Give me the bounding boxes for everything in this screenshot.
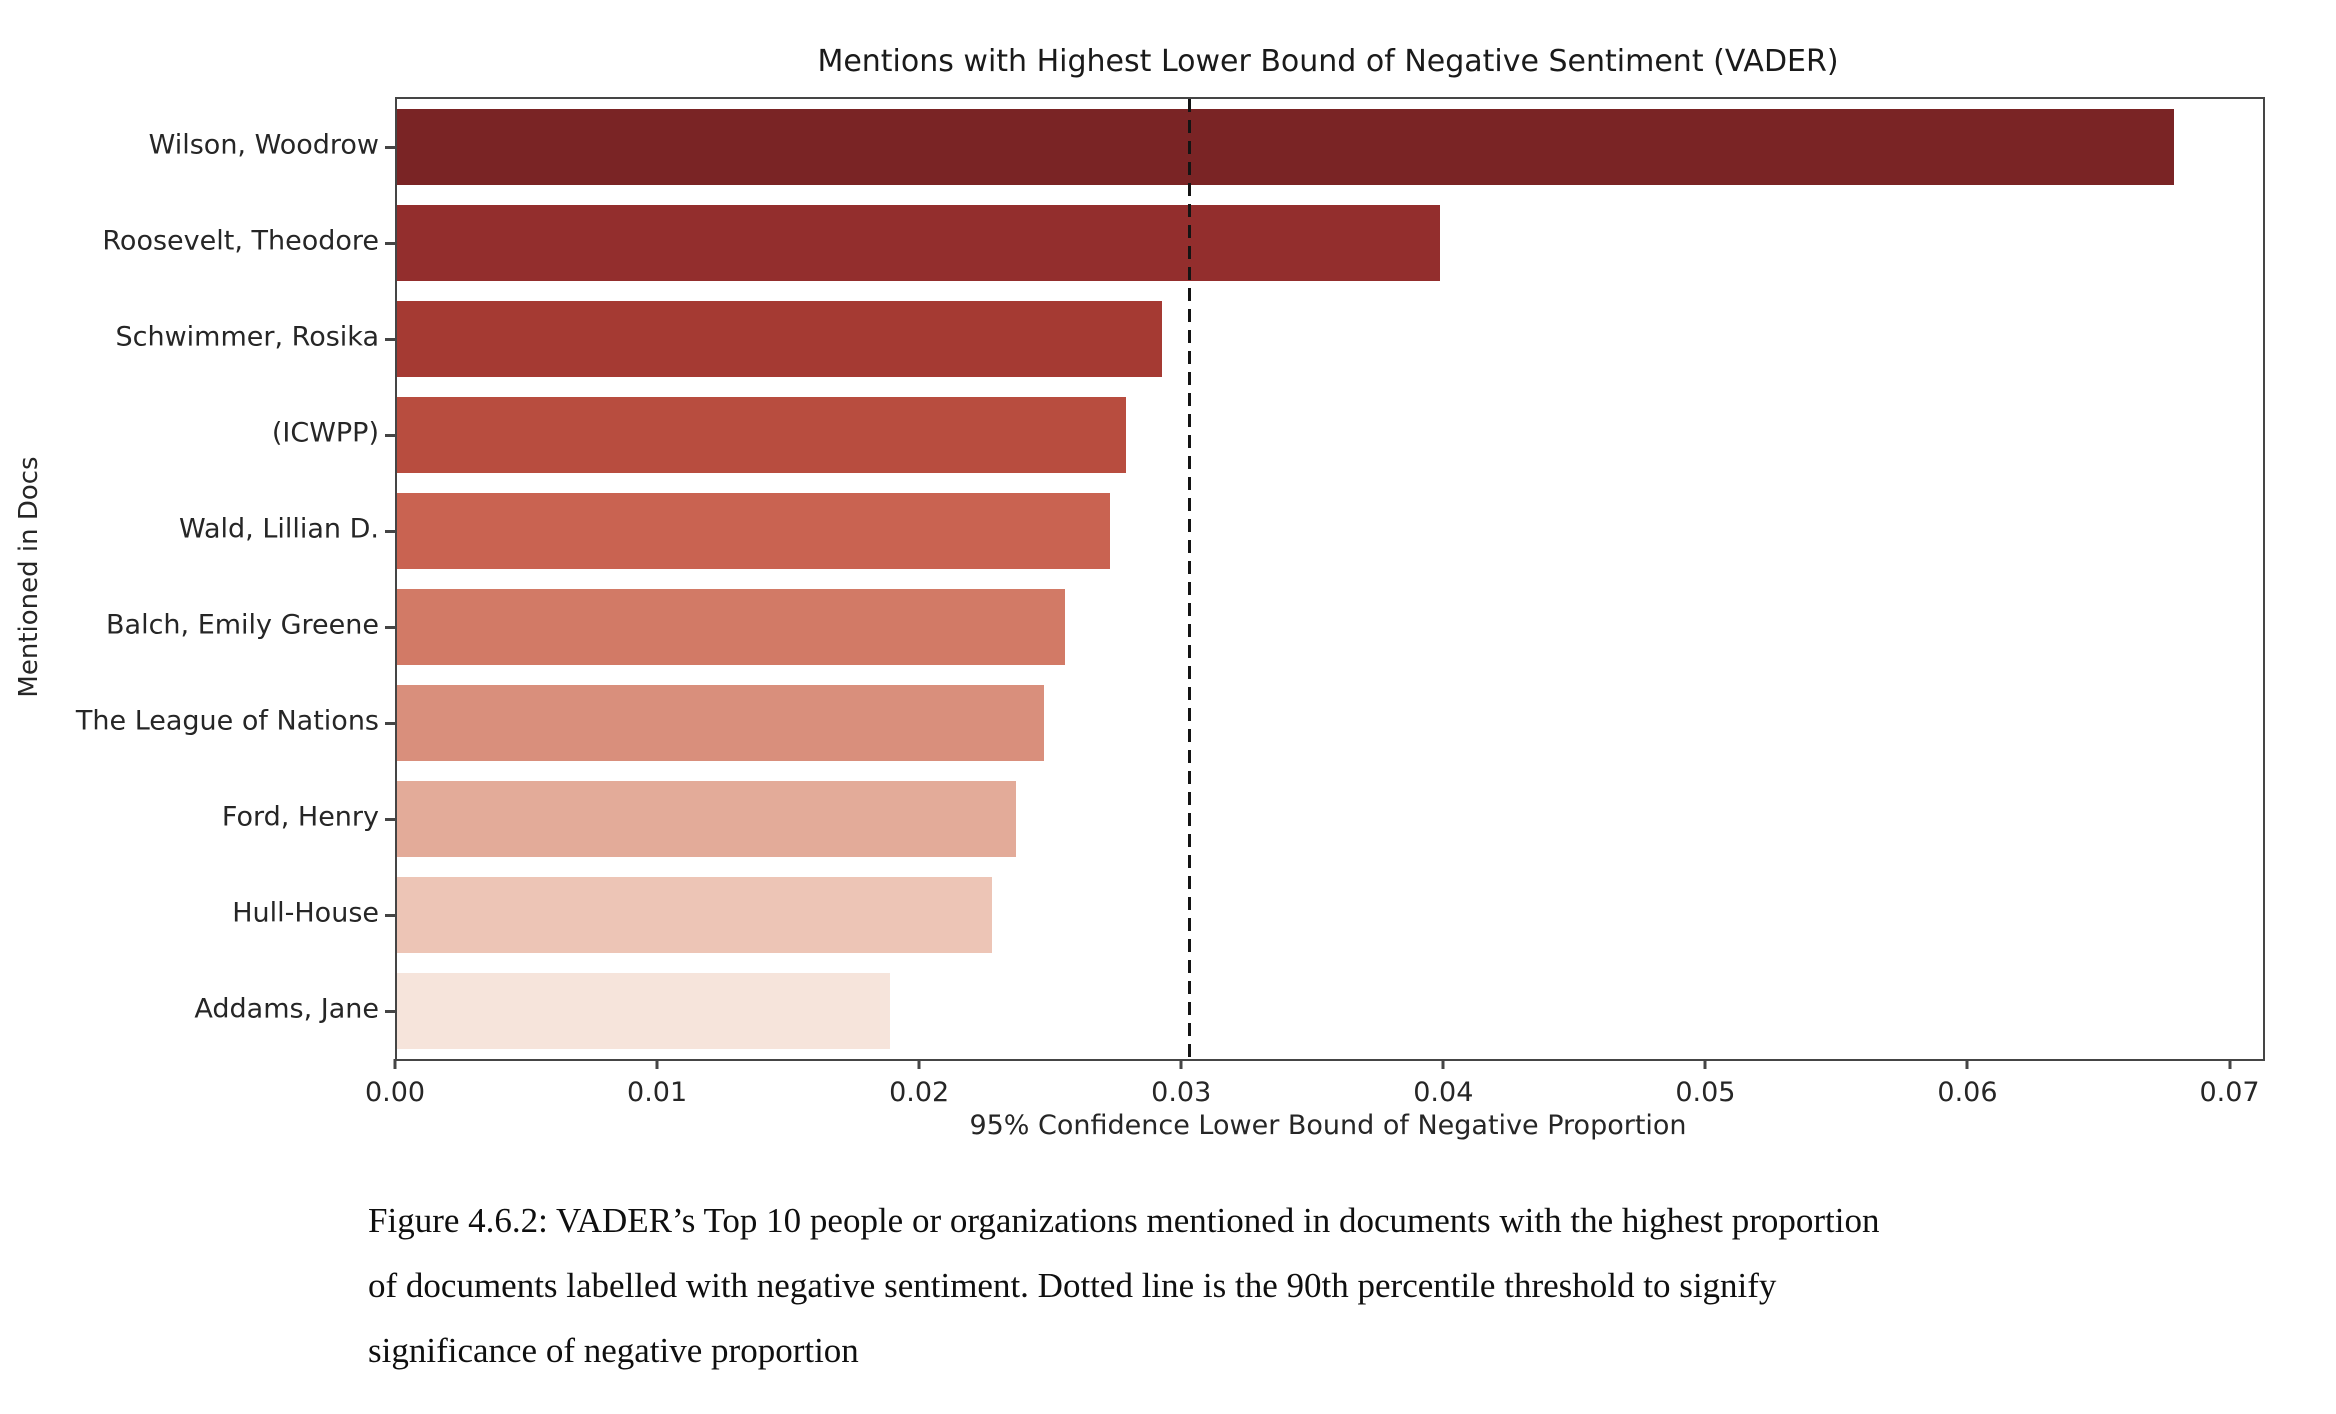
y-tick-mark [385,529,395,533]
bar [397,780,1016,858]
y-tick-mark [385,433,395,437]
figure-caption: Figure 4.6.2: VADER’s Top 10 people or o… [368,1188,2128,1383]
y-tick-label: Ford, Henry [221,801,379,833]
x-tick-mark [1179,1059,1183,1069]
x-tick-label: 0.00 [364,1077,426,1108]
bar [397,396,1126,474]
x-tick-mark [1703,1059,1707,1069]
y-tick-label: Wald, Lillian D. [179,513,379,545]
chart-title: Mentions with Highest Lower Bound of Neg… [817,44,1839,79]
y-tick-mark [385,625,395,629]
y-tick-mark [385,1009,395,1013]
x-tick-mark [1441,1059,1445,1069]
y-tick-label: Hull-House [232,897,379,929]
x-tick-label: 0.06 [1937,1077,1998,1108]
y-tick-label: Addams, Jane [194,993,379,1025]
x-tick-mark [2228,1059,2232,1069]
bar [397,876,992,954]
y-tick-mark [385,817,395,821]
x-tick-label: 0.05 [1675,1077,1736,1108]
y-tick-label: Wilson, Woodrow [148,129,379,161]
y-tick-mark [385,721,395,725]
y-tick-label: Balch, Emily Greene [106,609,379,641]
y-tick-mark [385,337,395,341]
plot-area [385,97,2265,1061]
bar [397,108,2174,186]
y-tick-mark [385,145,395,149]
x-tick-label: 0.02 [889,1077,950,1108]
bar [397,588,1066,666]
y-tick-label: The League of Nations [75,705,379,737]
y-tick-label: (ICWPP) [271,417,379,449]
x-tick-mark [393,1059,397,1069]
x-tick-label: 0.07 [2199,1077,2260,1108]
x-tick-mark [655,1059,659,1069]
caption-line: significance of negative proportion [368,1331,859,1370]
x-tick-mark [1965,1059,1969,1069]
x-tick-label: 0.04 [1413,1077,1474,1108]
x-tick-label: 0.03 [1151,1077,1212,1108]
bar [397,684,1045,762]
y-axis-label: Mentioned in Docs [14,456,44,698]
threshold-dashed-line [1188,99,1192,1059]
x-axis-label: 95% Confidence Lower Bound of Negative P… [969,1110,1687,1141]
y-tick-mark [385,913,395,917]
x-tick-label: 0.01 [627,1077,688,1108]
caption-line: of documents labelled with negative sent… [368,1266,1777,1305]
y-tick-label: Roosevelt, Theodore [102,225,379,257]
bar [397,492,1110,570]
y-tick-mark [385,241,395,245]
x-tick-mark [917,1059,921,1069]
bar [397,972,890,1050]
bar [397,204,1441,282]
caption-line: Figure 4.6.2: VADER’s Top 10 people or o… [368,1201,1880,1240]
y-tick-label: Schwimmer, Rosika [115,321,379,353]
bar [397,300,1163,378]
